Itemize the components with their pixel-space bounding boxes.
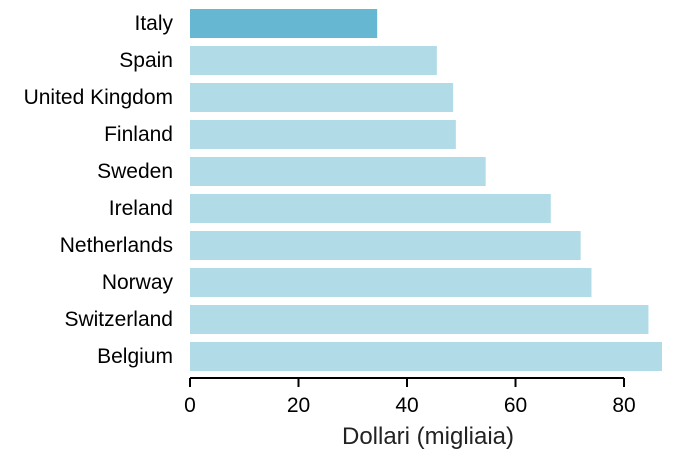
bar-united-kingdom	[190, 83, 454, 112]
category-labels: Italy Spain United Kingdom Finland Sweden Ire…	[24, 12, 174, 368]
bar-sweden	[190, 157, 486, 186]
bar-ireland	[190, 194, 551, 223]
category-label-finland: Finland	[104, 123, 173, 146]
bar-belgium	[190, 342, 662, 371]
bar-norway	[190, 268, 592, 297]
x-axis-title: Dollari (migliaia)	[342, 423, 514, 450]
bar-finland	[190, 120, 456, 149]
x-tick-label-0: 0	[184, 394, 196, 417]
x-axis-ticks: 0 20 40 60 80	[184, 378, 636, 417]
category-label-belgium: Belgium	[97, 345, 173, 368]
bars	[190, 9, 662, 371]
x-tick-label-40: 40	[395, 394, 418, 417]
bar-italy	[190, 9, 378, 38]
category-label-switzerland: Switzerland	[64, 308, 173, 331]
bar-netherlands	[190, 231, 581, 260]
category-label-ireland: Ireland	[109, 197, 173, 220]
x-tick-label-80: 80	[612, 394, 635, 417]
category-label-netherlands: Netherlands	[60, 234, 173, 257]
bar-spain	[190, 46, 437, 75]
category-label-sweden: Sweden	[97, 160, 173, 183]
x-tick-label-20: 20	[287, 394, 310, 417]
category-label-italy: Italy	[134, 12, 173, 35]
category-label-spain: Spain	[119, 49, 173, 72]
category-label-norway: Norway	[102, 271, 174, 294]
bar-switzerland	[190, 305, 649, 334]
category-label-united-kingdom: United Kingdom	[24, 86, 173, 109]
x-tick-label-60: 60	[504, 394, 527, 417]
